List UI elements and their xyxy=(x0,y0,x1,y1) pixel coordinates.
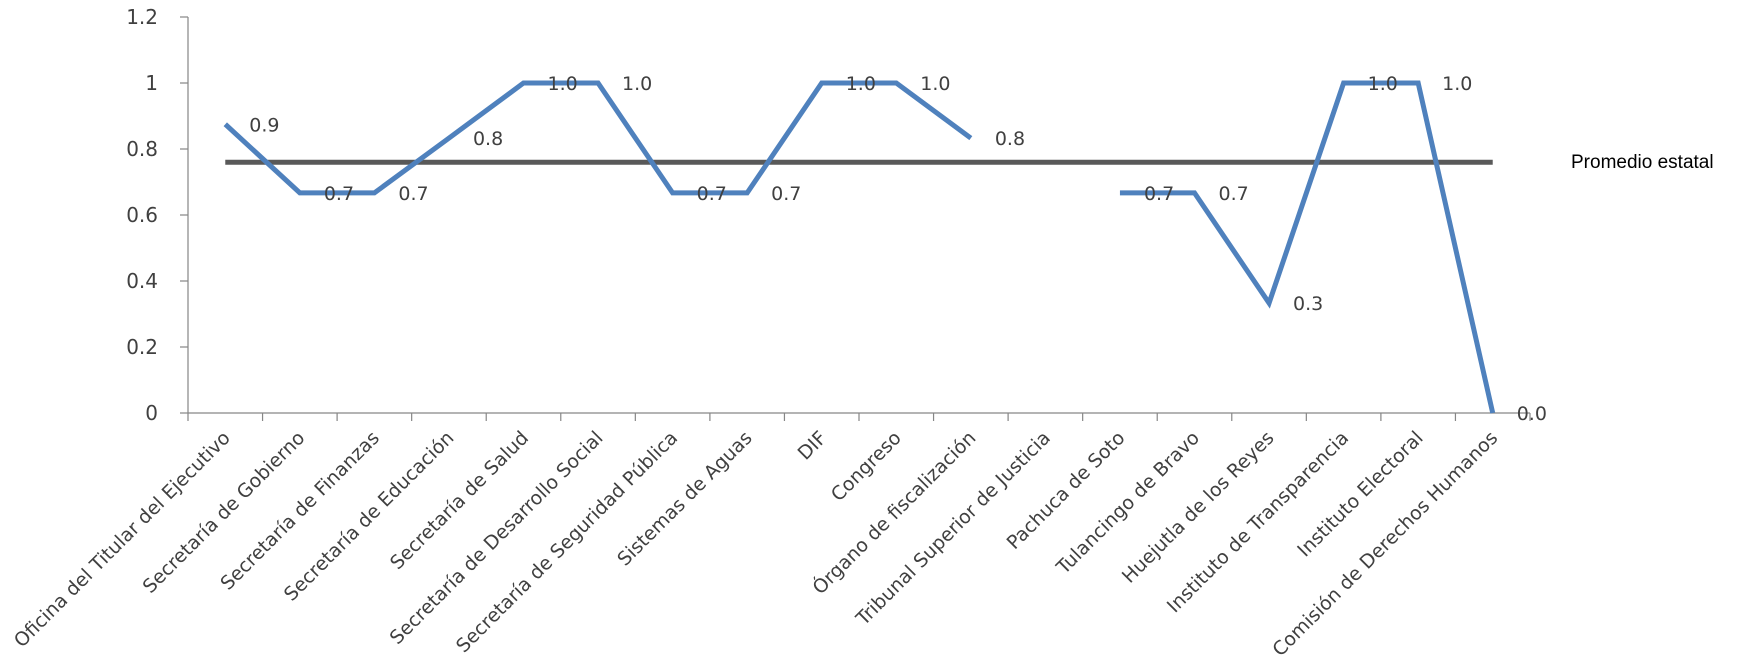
series-group xyxy=(223,80,1496,414)
x-tick-label: Instituto Electoral xyxy=(1293,427,1427,561)
chart-axes: 0 0.2 0.4 0.6 0.8 1 1.2 xyxy=(126,5,1531,425)
y-tick-label: 0.8 xyxy=(126,137,158,161)
y-tick-label: 0.2 xyxy=(126,335,158,359)
series-line xyxy=(223,80,973,196)
x-tick-label: Congreso xyxy=(827,427,906,506)
x-tick-label: Secretaría de Salud xyxy=(386,427,533,574)
data-label: 1.0 xyxy=(548,73,578,95)
x-tick-label: Sistemas de Aguas xyxy=(613,427,756,570)
data-label: 0.8 xyxy=(995,128,1025,150)
y-tick-label: 1.2 xyxy=(126,5,158,29)
data-label: 1.0 xyxy=(1442,73,1472,95)
data-label: 0.0 xyxy=(1517,403,1547,425)
data-label: 0.7 xyxy=(771,183,801,205)
reference-line-group: Promedio estatal xyxy=(225,152,1714,173)
data-label: 1.0 xyxy=(846,73,876,95)
x-tick-label: DIF xyxy=(794,427,832,465)
data-label: 0.7 xyxy=(1144,183,1174,205)
y-tick-label: 0.6 xyxy=(126,203,158,227)
series-line xyxy=(1119,80,1496,414)
y-tick-label: 1 xyxy=(145,71,158,95)
data-label: 1.0 xyxy=(622,73,652,95)
data-label: 0.7 xyxy=(1219,183,1249,205)
data-label: 0.7 xyxy=(398,183,428,205)
data-label: 0.7 xyxy=(324,183,354,205)
reference-line-label: Promedio estatal xyxy=(1571,152,1714,173)
data-label: 1.0 xyxy=(1368,73,1398,95)
data-label: 0.7 xyxy=(697,183,727,205)
data-label: 0.3 xyxy=(1293,293,1323,315)
data-label: 0.8 xyxy=(473,128,503,150)
data-label: 1.0 xyxy=(920,73,950,95)
y-tick-label: 0 xyxy=(145,401,158,425)
category-labels-group: Oficina del Titular del EjecutivoSecreta… xyxy=(10,426,1502,661)
y-tick-label: 0.4 xyxy=(126,269,158,293)
x-tick-label: Huejutla de los Reyes xyxy=(1118,427,1279,588)
x-tick-label: Tulancingo de Bravo xyxy=(1052,427,1204,579)
data-label: 0.9 xyxy=(249,114,279,136)
data-labels-group: 0.9 0.7 0.7 0.8 1.0 1.0 0.7 0.7 1.0 1.0 0.8 0.7 0.7 0… xyxy=(249,73,1547,425)
